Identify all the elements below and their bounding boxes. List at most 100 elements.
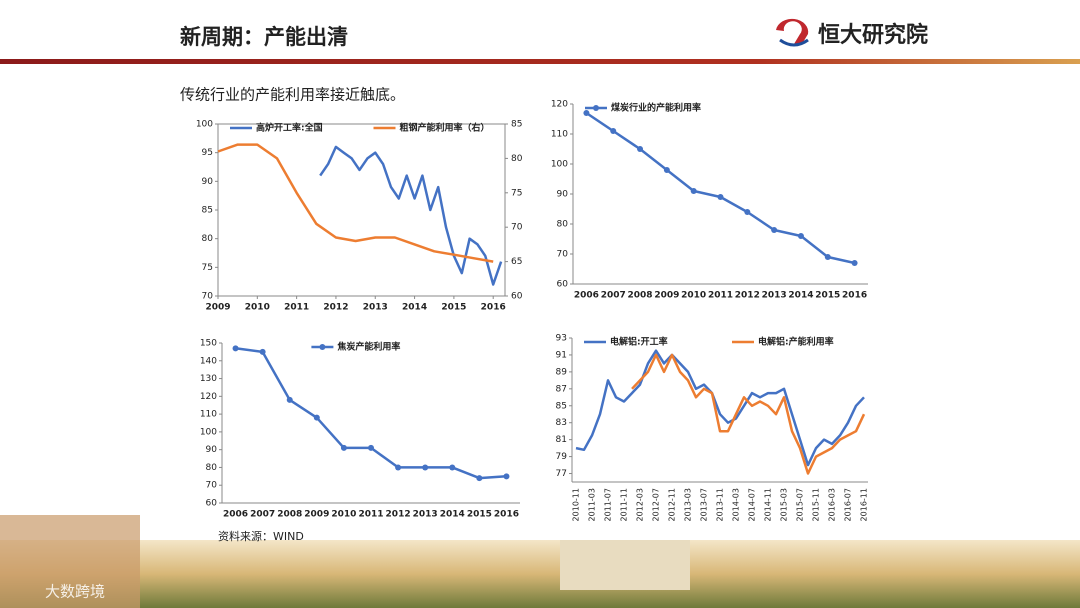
y2-tick-label: 70 [511,223,523,233]
legend-marker [593,105,599,111]
x-tick-label: 2009 [304,510,329,520]
x-tick-label: 2016 [481,303,506,313]
x-tick-label: 2014-03 [732,488,741,521]
x-tick-label: 2012 [323,303,348,313]
y-tick-label: 77 [556,469,567,479]
y-tick-label: 110 [551,130,568,140]
series-line [631,353,866,475]
y-tick-label: 130 [200,374,217,384]
y-tick-label: 100 [551,160,568,170]
y-tick-label: 60 [206,499,218,509]
y-tick-label: 110 [200,410,217,420]
y2-tick-label: 85 [511,120,522,130]
y-tick-label: 150 [200,339,217,349]
x-tick-label: 2012-07 [652,488,661,521]
y-tick-label: 80 [557,220,569,230]
x-tick-label: 2014-07 [748,488,757,521]
y-tick-label: 70 [206,481,218,491]
x-tick-label: 2013-03 [684,488,693,521]
point [313,414,320,421]
y-tick-label: 81 [556,435,567,445]
x-tick-label: 2015 [815,291,840,301]
legend-marker [319,344,326,350]
point [286,396,293,403]
x-tick-label: 2012 [735,291,760,301]
y2-tick-label: 80 [511,154,523,164]
x-tick-label: 2009 [654,291,679,301]
legend-label: 电解铝:产能利用率 [758,336,834,348]
x-tick-label: 2011 [708,291,733,301]
x-tick-label: 2011-03 [588,488,597,521]
logo-icon [776,18,809,44]
y-tick-label: 85 [202,206,213,216]
point [663,167,670,173]
y2-tick-label: 65 [511,257,522,267]
point [637,146,644,152]
x-tick-label: 2014 [402,303,427,313]
point [610,128,617,134]
x-tick-label: 2006 [574,291,599,301]
point [744,209,751,215]
logo-swoosh [779,38,809,47]
y-tick-label: 83 [556,418,567,428]
point [476,475,483,482]
legend-label: 高炉开工率:全国 [256,122,323,134]
footer-capitol [560,540,690,590]
x-tick-label: 2006 [223,510,248,520]
y-tick-label: 91 [556,350,567,360]
y-tick-label: 100 [196,120,213,130]
x-tick-label: 2013 [413,510,438,520]
y-tick-label: 90 [206,445,218,455]
x-tick-label: 2016 [842,291,867,301]
y-tick-label: 95 [202,148,213,158]
x-tick-label: 2014 [788,291,813,301]
x-tick-label: 2014 [440,510,465,520]
x-tick-label: 2008 [277,510,302,520]
x-tick-label: 2013 [363,303,388,313]
subtitle: 传统行业的产能利用率接近触底。 [180,86,405,104]
point [422,464,429,471]
y-tick-label: 75 [202,263,213,273]
point [259,348,266,355]
x-tick-label: 2013 [762,291,787,301]
x-tick-label: 2010 [245,303,270,313]
x-tick-label: 2010-11 [572,488,581,521]
point [232,345,239,352]
x-tick-label: 2015 [441,303,466,313]
x-tick-label: 2016 [494,510,519,520]
source: 资料来源：WIND [218,529,304,543]
y-tick-label: 90 [202,177,214,187]
x-tick-label: 2016-11 [860,488,869,521]
point [771,227,778,233]
series-line [217,143,494,263]
watermark: 大数跨境 [45,583,105,601]
legend-label: 电解铝:开工率 [610,336,668,348]
x-tick-label: 2012 [386,510,411,520]
point [824,254,831,260]
x-tick-label: 2010 [331,510,356,520]
y-tick-label: 120 [200,392,217,402]
point [340,444,347,451]
point [395,464,402,471]
y-tick-label: 70 [202,292,214,302]
y2-tick-label: 75 [511,188,522,198]
x-tick-label: 2015-07 [796,488,805,521]
x-tick-label: 2008 [628,291,653,301]
point [717,194,724,200]
legend-label: 煤炭行业的产能利用率 [611,102,701,114]
y-tick-label: 89 [556,367,568,377]
y-tick-label: 80 [202,234,214,244]
x-tick-label: 2007 [250,510,275,520]
x-tick-label: 2015-11 [812,488,821,521]
point [449,464,456,471]
y-tick-label: 140 [200,356,217,366]
y-tick-label: 80 [206,463,218,473]
logo-text: 恒大研究院 [818,22,928,48]
y-tick-label: 60 [557,280,569,290]
y-tick-label: 100 [200,427,217,437]
point [851,260,858,266]
y-tick-label: 87 [556,384,567,394]
footer-building [0,515,140,608]
